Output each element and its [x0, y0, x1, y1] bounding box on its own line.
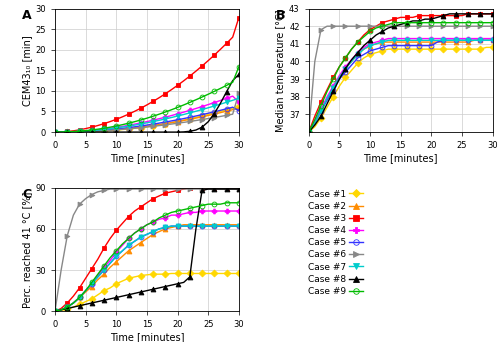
Y-axis label: CEM43₁₀ [min]: CEM43₁₀ [min]	[22, 35, 32, 106]
Y-axis label: Perc. reached 41 °C [%]: Perc. reached 41 °C [%]	[22, 191, 32, 308]
X-axis label: Time [minutes]: Time [minutes]	[364, 153, 438, 163]
Text: A: A	[22, 9, 32, 22]
Legend: Case #1, Case #2, Case #3, Case #4, Case #5, Case #6, Case #7, Case #8, Case #9: Case #1, Case #2, Case #3, Case #4, Case…	[304, 186, 366, 300]
Text: C: C	[22, 188, 31, 201]
Y-axis label: Median temperature [°C]: Median temperature [°C]	[276, 9, 286, 132]
X-axis label: Time [minutes]: Time [minutes]	[110, 332, 184, 342]
X-axis label: Time [minutes]: Time [minutes]	[110, 153, 184, 163]
Text: B: B	[276, 9, 285, 22]
